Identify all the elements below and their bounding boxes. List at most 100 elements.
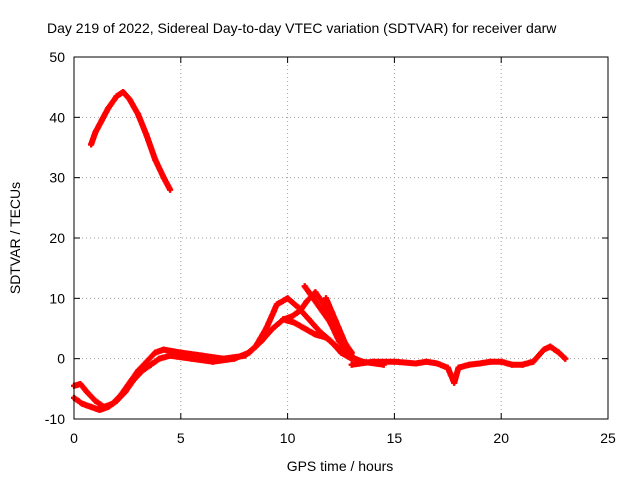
- data-point: [105, 403, 112, 410]
- series-markers: [88, 89, 174, 193]
- data-point: [88, 403, 95, 410]
- data-point: [342, 340, 349, 347]
- data-point: [348, 352, 355, 359]
- data-point: [92, 129, 99, 136]
- data-point: [273, 301, 280, 308]
- data-point: [335, 325, 342, 332]
- y-tick-label: 20: [49, 230, 65, 246]
- data-point: [126, 96, 133, 103]
- data-point: [301, 325, 308, 332]
- data-point: [451, 379, 458, 386]
- series-arc-a: [71, 295, 355, 410]
- data-point: [306, 316, 312, 323]
- data-point: [259, 337, 265, 344]
- data-point: [130, 376, 137, 383]
- data-point: [297, 307, 304, 314]
- data-point: [291, 319, 297, 326]
- y-axis-label: SDTVAR / TECUs: [7, 182, 23, 294]
- data-point: [547, 343, 554, 350]
- data-point: [318, 307, 325, 314]
- data-point: [135, 111, 142, 118]
- data-point: [98, 117, 105, 124]
- data-point: [269, 325, 276, 332]
- data-point: [312, 289, 319, 296]
- x-tick-label: 25: [600, 430, 616, 446]
- data-point: [444, 364, 451, 371]
- data-point: [562, 355, 569, 362]
- x-tick-label: 5: [177, 430, 185, 446]
- data-point: [333, 343, 340, 350]
- data-point: [188, 355, 195, 362]
- data-point: [113, 93, 120, 100]
- data-point: [323, 334, 329, 341]
- data-point: [79, 400, 86, 407]
- series-arc-early-high: [88, 89, 174, 193]
- data-point: [434, 360, 441, 367]
- x-tick-label: 20: [493, 430, 509, 446]
- data-point: [555, 349, 562, 356]
- data-point: [120, 89, 127, 95]
- data-point: [139, 367, 146, 374]
- data-point: [231, 355, 238, 362]
- data-point: [167, 186, 174, 193]
- data-point: [391, 358, 398, 365]
- data-point: [143, 132, 150, 139]
- data-point: [143, 358, 150, 365]
- y-tick-label: 40: [49, 109, 65, 125]
- data-point: [167, 352, 174, 359]
- y-tick-label: 30: [49, 170, 65, 186]
- data-point: [348, 361, 355, 368]
- x-axis-label: GPS time / hours: [287, 458, 394, 474]
- data-point: [152, 349, 159, 356]
- series-arc-late: [348, 343, 569, 386]
- data-point: [209, 358, 216, 365]
- data-point: [476, 360, 483, 367]
- data-point: [156, 355, 163, 362]
- data-point: [455, 364, 462, 371]
- data-point: [301, 283, 308, 290]
- data-point: [288, 313, 295, 320]
- series-markers: [71, 295, 355, 410]
- data-point: [105, 105, 112, 112]
- data-point: [160, 346, 167, 353]
- data-point: [508, 361, 515, 368]
- data-point: [160, 174, 167, 181]
- data-point: [530, 358, 537, 365]
- data-point: [329, 310, 336, 317]
- data-point: [284, 295, 291, 302]
- x-tick-label: 0: [70, 430, 78, 446]
- chart-title: Day 219 of 2022, Sidereal Day-to-day VTE…: [47, 20, 557, 36]
- data-point: [92, 397, 99, 404]
- data-point: [147, 361, 154, 368]
- data-point: [412, 360, 419, 367]
- grid-layer: [74, 57, 608, 419]
- series-arc-e: [323, 295, 355, 359]
- data-point: [263, 325, 270, 332]
- y-tick-label: 0: [57, 351, 65, 367]
- tick-layer: 0 5 10 15 20 25 -10 0 10 20 30 40 50: [45, 49, 616, 446]
- data-point: [83, 388, 90, 395]
- data-point: [327, 319, 334, 326]
- data-point: [370, 358, 376, 365]
- data-point: [246, 349, 253, 356]
- data-point: [77, 381, 84, 387]
- y-tick-label: 10: [49, 290, 65, 306]
- data-point: [303, 298, 310, 305]
- data-point: [498, 358, 505, 365]
- data-point: [310, 295, 317, 302]
- data-point: [96, 406, 103, 413]
- data-point: [519, 361, 526, 368]
- x-tick-label: 15: [387, 430, 403, 446]
- data-point: [540, 346, 547, 353]
- data-point: [122, 388, 129, 395]
- data-point: [113, 397, 120, 404]
- x-tick-label: 10: [280, 430, 296, 446]
- data-point: [88, 141, 95, 148]
- y-tick-label: -10: [45, 411, 65, 427]
- y-tick-label: 50: [49, 49, 65, 65]
- data-point: [323, 295, 329, 302]
- data-point: [487, 358, 494, 365]
- data-point: [423, 358, 430, 365]
